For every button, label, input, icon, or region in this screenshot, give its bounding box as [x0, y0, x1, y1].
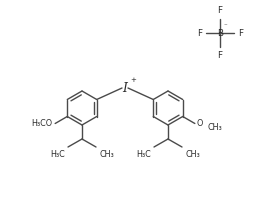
Text: I: I — [122, 82, 127, 94]
Text: F: F — [218, 6, 223, 15]
Text: F: F — [197, 29, 202, 37]
Text: H₃CO: H₃CO — [31, 119, 52, 128]
Text: +: + — [130, 77, 136, 83]
Text: F: F — [218, 51, 223, 60]
Text: CH₃: CH₃ — [99, 150, 114, 159]
Text: H₃C: H₃C — [50, 150, 65, 159]
Text: CH₃: CH₃ — [185, 150, 200, 159]
Text: H₃C: H₃C — [136, 150, 151, 159]
Text: B: B — [217, 29, 223, 37]
Text: CH₃: CH₃ — [208, 123, 223, 132]
Text: O: O — [197, 119, 203, 128]
Text: F: F — [238, 29, 243, 37]
Text: ⁻: ⁻ — [223, 23, 227, 29]
